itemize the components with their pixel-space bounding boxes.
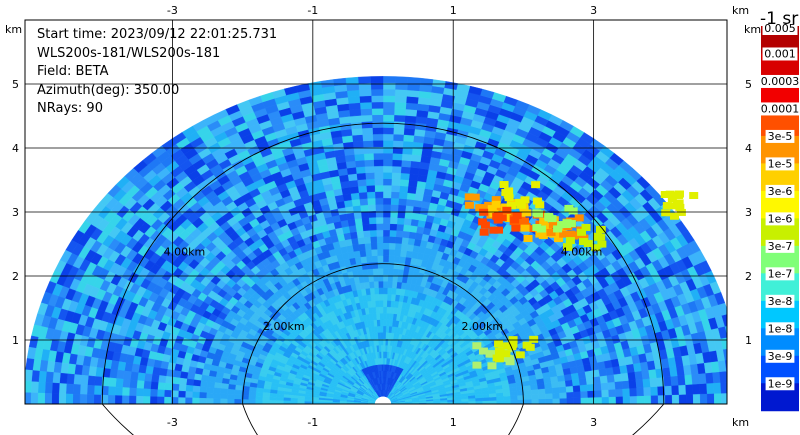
colorbar-label: 1e-8 [768, 322, 793, 335]
y-tick-right: 1 [745, 334, 752, 347]
instrument-label: WLS200s-181/WLS200s-181 [37, 45, 221, 61]
colorbar: 0.005 0.001 0.0003 0.0001 3e-5 1e-5 3e-6 1e-6 3e… [759, 22, 800, 412]
colorbar-label: 1e-6 [768, 212, 793, 225]
colorbar-label: 3e-9 [768, 350, 793, 363]
plot-frame [24, 19, 728, 405]
range-ring [101, 122, 665, 405]
colorbar-label: 3e-6 [768, 185, 793, 198]
x-tick-bottom: 3 [590, 416, 597, 429]
colorbar-label: 1e-5 [768, 157, 793, 170]
range-ring-tail [101, 403, 134, 435]
colorbar-label-bg [765, 129, 795, 143]
y-tick-left: 5 [12, 78, 19, 91]
colorbar-label: 3e-8 [768, 295, 793, 308]
x-tick-bottom: 1 [450, 416, 457, 429]
colorbar-label-bg [765, 349, 795, 363]
range-ring [242, 263, 524, 405]
x-axis-unit-bottom: km [732, 416, 750, 429]
range-ring-tail [632, 403, 665, 435]
colorbar-label-bg [762, 47, 798, 61]
colorbar-label-bg [759, 74, 800, 88]
colorbar-label-bg [765, 239, 795, 253]
colorbar-label: 0.005 [764, 22, 796, 35]
nrays-label: NRays: 90 [37, 101, 103, 116]
colorbar-label-bg [765, 267, 795, 281]
range-ring-label: 4.00km [561, 246, 603, 259]
colorbar-label: 1e-7 [768, 267, 793, 280]
axis-ticks: -3 -3 -1 -1 1 1 3 3 1 1 2 2 3 3 4 4 5 5 [12, 4, 752, 429]
colorbar-label: 0.001 [764, 47, 796, 60]
y-tick-left: 2 [12, 270, 19, 283]
range-ring-label: 2.00km [263, 320, 305, 333]
y-axis-unit-left: km [5, 23, 23, 36]
colorbar-label-bg [765, 184, 795, 198]
colorbar-label: 0.0003 [761, 75, 800, 88]
colorbar-label-bg [765, 212, 795, 226]
x-tick-bottom: -3 [167, 416, 178, 429]
range-ring-tail [508, 403, 524, 435]
start-time-label: Start time: 2023/09/12 22:01:25.731 [37, 27, 278, 42]
range-ring-label: 2.00km [462, 320, 504, 333]
colorbar-title: -1 sr [760, 9, 799, 29]
colorbar-label-bg [765, 294, 795, 308]
azimuth-label: Azimuth(deg): 350.00 [37, 82, 180, 98]
x-axis-unit-top: km [732, 4, 750, 17]
colorbar-label: 0.0001 [761, 102, 800, 115]
y-tick-right: 4 [745, 142, 752, 155]
range-ring-tail [242, 403, 259, 435]
colorbar-label-bg [765, 377, 795, 391]
sweep-info: Start time: 2023/09/12 22:01:25.731 WLS2… [37, 26, 277, 119]
y-tick-right: 3 [745, 206, 752, 219]
colorbar-label-bg [765, 157, 795, 171]
colorbar-label-bg [762, 22, 798, 35]
colorbar-label: 3e-5 [768, 130, 793, 143]
colorbar-label: 1e-9 [768, 377, 793, 390]
y-tick-right: 5 [745, 78, 752, 91]
x-tick-top: -1 [307, 4, 318, 17]
field-label: Field: BETA [37, 64, 109, 79]
range-ring-label: 4.00km [164, 246, 206, 259]
colorbar-label-bg [759, 102, 800, 116]
colorbar-label: 3e-7 [768, 240, 793, 253]
y-axis-unit-right: km [744, 23, 762, 36]
x-tick-bottom: -1 [307, 416, 318, 429]
y-tick-left: 4 [12, 142, 19, 155]
ppi-sweep [25, 76, 727, 404]
range-rings: 2.00km 2.00km 4.00km 4.00km [101, 122, 665, 435]
x-tick-top: 1 [450, 4, 457, 17]
y-tick-left: 3 [12, 206, 19, 219]
grid-lines [25, 20, 727, 404]
y-tick-right: 2 [745, 270, 752, 283]
colorbar-label-bg [765, 322, 795, 336]
y-tick-left: 1 [12, 334, 19, 347]
x-tick-top: 3 [590, 4, 597, 17]
x-tick-top: -3 [167, 4, 178, 17]
